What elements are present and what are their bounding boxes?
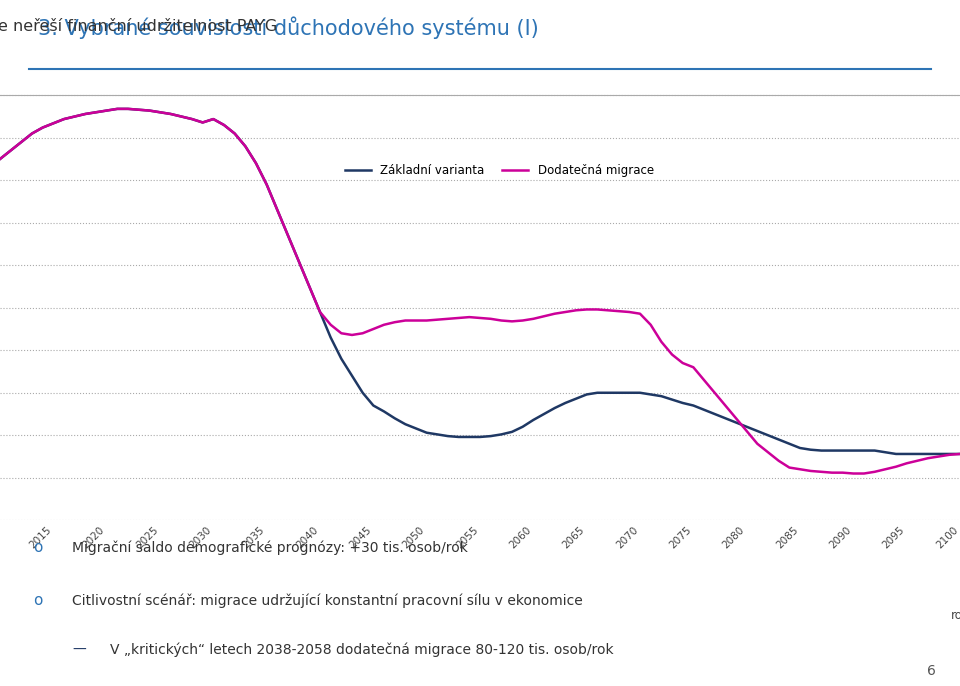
Text: o: o bbox=[34, 540, 43, 555]
Text: —: — bbox=[72, 643, 85, 657]
Legend: Základní varianta, Dodatečná migrace: Základní varianta, Dodatečná migrace bbox=[340, 159, 659, 182]
Text: Citlivostní scénář: migrace udržující konstantní pracovní sílu v ekonomice: Citlivostní scénář: migrace udržující ko… bbox=[72, 593, 583, 608]
Text: 3. Vybrané souvislosti důchodového systému (I): 3. Vybrané souvislosti důchodového systé… bbox=[38, 16, 540, 38]
Text: o: o bbox=[34, 593, 43, 608]
Text: Migrační saldo demografické prognózy: +30 tis. osob/rok: Migrační saldo demografické prognózy: +3… bbox=[72, 540, 468, 555]
Text: rok: rok bbox=[950, 608, 960, 622]
Text: V „kritických“ letech 2038-2058 dodatečná migrace 80-120 tis. osob/rok: V „kritických“ letech 2038-2058 dodatečn… bbox=[110, 643, 614, 657]
Text: 6: 6 bbox=[927, 664, 936, 678]
Text: Migrace neřeší finanční udržitelnost PAYG: Migrace neřeší finanční udržitelnost PAY… bbox=[0, 18, 277, 34]
